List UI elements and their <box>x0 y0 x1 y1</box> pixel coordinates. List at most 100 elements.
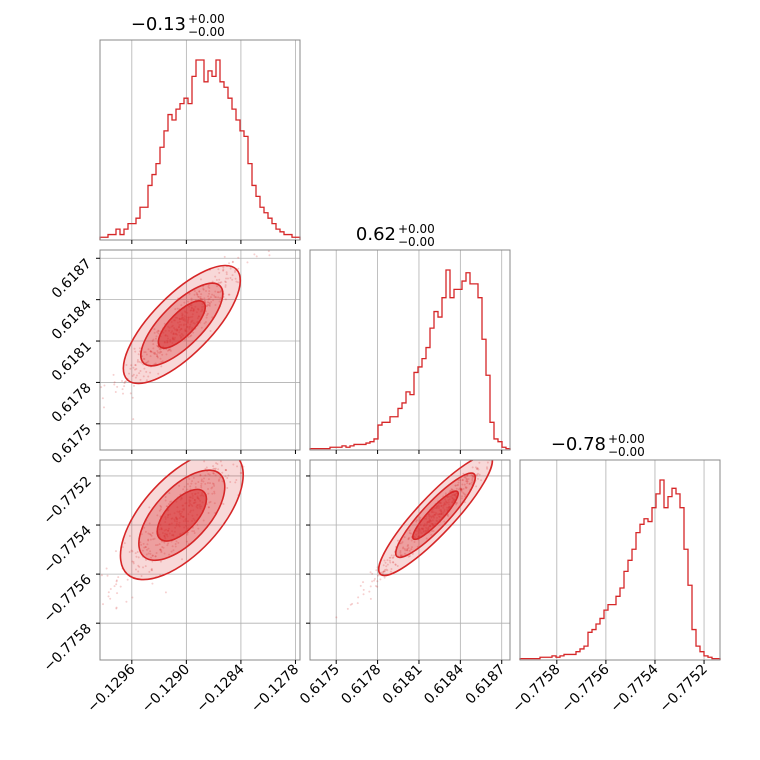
sample-point <box>131 550 134 553</box>
scatter-panel-2-3 <box>306 405 538 664</box>
sample-point <box>200 478 203 481</box>
sample-point <box>410 548 413 551</box>
sample-point <box>151 554 154 557</box>
sample-point <box>151 339 154 342</box>
sample-point <box>174 545 177 548</box>
sample-point <box>388 559 391 562</box>
sample-point <box>207 285 210 288</box>
sample-point <box>460 497 463 500</box>
sample-point <box>190 299 193 302</box>
sample-point <box>163 552 166 555</box>
sample-point <box>356 602 359 605</box>
sample-point <box>379 578 382 581</box>
sample-point <box>229 267 232 270</box>
sample-point <box>223 255 226 258</box>
sample-point <box>165 505 168 508</box>
sample-point <box>125 364 128 367</box>
sample-point <box>150 350 153 353</box>
density-contour <box>412 490 460 541</box>
sample-point <box>158 543 161 546</box>
sample-point <box>152 538 155 541</box>
sample-point <box>224 285 227 288</box>
sample-point <box>536 405 538 407</box>
sample-point <box>246 261 249 264</box>
sample-point <box>212 467 215 470</box>
sample-point <box>200 484 203 487</box>
sample-point <box>505 442 507 444</box>
x-tick-label-3: −0.7756 <box>558 661 612 715</box>
sample-point <box>134 376 137 379</box>
sample-point <box>407 538 410 541</box>
sample-point <box>466 474 469 477</box>
sample-point <box>218 278 221 281</box>
sample-point <box>203 477 206 480</box>
sample-point <box>213 484 216 487</box>
sample-point <box>113 585 116 588</box>
sample-point <box>383 559 386 562</box>
sample-point <box>159 560 162 563</box>
sample-point <box>419 516 422 519</box>
sample-point <box>211 482 214 485</box>
sample-point <box>471 479 474 482</box>
sample-point <box>156 355 159 358</box>
sample-point <box>214 303 217 306</box>
sample-point <box>159 504 162 507</box>
hist-1-steps <box>99 59 301 240</box>
sample-point <box>382 570 385 573</box>
sample-point <box>455 503 458 506</box>
sample-point <box>202 519 205 522</box>
sample-point <box>456 484 459 487</box>
sample-point <box>207 472 210 475</box>
hist-panel-3: −0.78 +0.00−0.00 <box>519 432 721 664</box>
sample-point <box>168 492 171 495</box>
sample-point <box>168 349 171 352</box>
sample-point <box>210 487 213 490</box>
sample-point <box>156 356 159 359</box>
sample-point <box>462 472 465 475</box>
sample-point <box>114 391 117 394</box>
sample-point <box>140 533 143 536</box>
sample-point <box>228 293 231 296</box>
sample-point <box>457 481 460 484</box>
sample-point <box>113 381 116 384</box>
sample-point <box>470 473 473 476</box>
sample-point <box>152 347 155 350</box>
sample-point <box>399 554 402 557</box>
sample-point <box>471 475 474 478</box>
sample-point <box>169 348 172 351</box>
sample-point <box>234 269 237 272</box>
sample-point <box>455 487 458 490</box>
sample-point <box>208 292 211 295</box>
sample-point <box>109 597 112 600</box>
sample-point <box>454 484 457 487</box>
sample-point <box>505 438 507 440</box>
sample-point <box>156 544 159 547</box>
sample-point <box>475 485 478 488</box>
sample-point <box>125 600 128 603</box>
sample-point <box>136 358 139 361</box>
sample-point <box>134 364 137 367</box>
sample-point <box>465 486 468 489</box>
sample-point <box>214 467 217 470</box>
sample-point <box>258 439 260 441</box>
sample-point <box>235 479 238 482</box>
hist-3-steps <box>519 479 721 660</box>
scatter-frame <box>309 459 511 661</box>
sample-point <box>468 482 471 485</box>
sample-point <box>207 298 210 301</box>
sample-point <box>231 447 233 449</box>
y-tick-label-row1: 0.6181 <box>49 339 95 385</box>
sample-point <box>181 558 184 561</box>
sample-point <box>157 330 160 333</box>
sample-point <box>206 482 209 485</box>
sample-point <box>144 565 147 568</box>
sample-point <box>196 523 199 526</box>
sample-point <box>176 307 179 310</box>
sample-point <box>168 348 171 351</box>
sample-point <box>231 261 234 264</box>
sample-point <box>138 565 141 568</box>
sample-point <box>505 437 507 439</box>
sample-point <box>212 465 215 468</box>
sample-point <box>160 551 163 554</box>
sample-point <box>160 365 163 368</box>
